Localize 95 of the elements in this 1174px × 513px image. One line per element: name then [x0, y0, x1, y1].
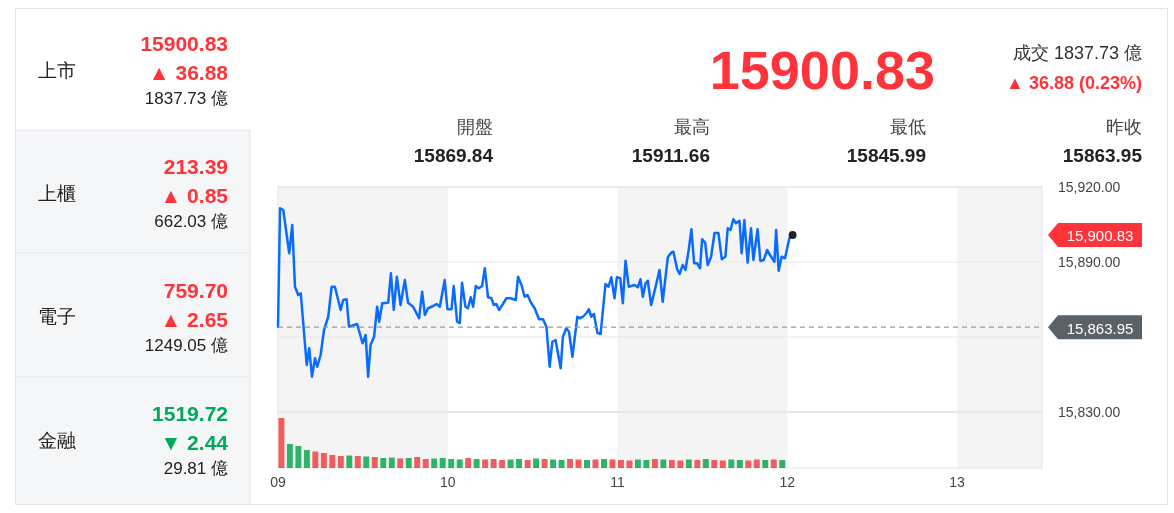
text: 15900.83 [140, 31, 228, 55]
bar [380, 458, 387, 468]
ref-line-label: 15,863.95 [1066, 319, 1134, 337]
bar [728, 459, 735, 468]
bar [550, 459, 557, 468]
bar [448, 459, 455, 468]
bar [609, 459, 616, 468]
bar [634, 459, 641, 468]
bar [320, 453, 327, 468]
text: 最低 [890, 117, 926, 137]
bar [660, 459, 667, 468]
bar [694, 460, 701, 468]
bar [558, 460, 565, 468]
bar [711, 460, 718, 468]
x-tick-label: 09 [270, 474, 286, 490]
bar [388, 457, 395, 468]
bar [753, 459, 760, 468]
bar [626, 460, 633, 468]
bar [465, 458, 472, 468]
y-tick-label: 15,830.00 [1058, 404, 1121, 420]
text: ▲ 2.65 [160, 307, 229, 331]
text: 15,900.83 [1066, 227, 1134, 245]
text: 662.03 億 [154, 211, 228, 231]
text: 15869.84 [413, 144, 494, 166]
text: 1249.05 億 [144, 335, 228, 355]
bar [363, 456, 370, 468]
text: 成交 1837.73 億 [1012, 43, 1142, 63]
bar [736, 460, 743, 468]
bar [762, 460, 769, 468]
bar [702, 459, 709, 468]
bar [456, 459, 463, 468]
bar [601, 459, 607, 468]
text: 上櫃 [38, 182, 76, 204]
text: ▼ 2.44 [160, 430, 229, 454]
bar [745, 460, 752, 468]
bar [295, 446, 302, 468]
bar [371, 457, 378, 468]
bar [354, 456, 361, 468]
text: 15900.83 [709, 40, 935, 100]
text: 1519.72 [152, 401, 228, 425]
text: 29.81 億 [163, 458, 228, 478]
bar [507, 459, 514, 468]
bar [329, 455, 336, 468]
bar [286, 444, 293, 468]
bar [719, 460, 726, 468]
text: ▲ 0.85 [160, 183, 229, 207]
bar [668, 460, 675, 468]
text: 電子 [38, 305, 76, 327]
bar [422, 459, 429, 468]
text: 1837.73 億 [144, 88, 228, 108]
bar [541, 459, 548, 468]
bar [431, 458, 438, 468]
bar [567, 459, 573, 468]
text: 最高 [674, 117, 710, 137]
bar [346, 455, 353, 468]
text: 759.70 [163, 278, 228, 302]
x-tick-label: 13 [949, 474, 966, 490]
bar [473, 459, 480, 468]
bar [643, 460, 650, 468]
bar [584, 460, 590, 468]
text: 金融 [38, 429, 76, 451]
bar [414, 457, 421, 468]
bar [337, 456, 344, 468]
bar [397, 458, 404, 468]
text: 15845.99 [846, 144, 926, 166]
text: 昨收 [1106, 117, 1142, 137]
bar [499, 460, 506, 468]
bar [617, 460, 624, 468]
bar [651, 459, 658, 468]
x-tick-label: 12 [779, 474, 796, 490]
bar [482, 459, 489, 468]
y-tick-label: 15,890.00 [1058, 254, 1121, 270]
bar [303, 450, 310, 468]
text: ▲ 36.88 [148, 60, 229, 84]
text: 15911.66 [631, 144, 710, 166]
bar [770, 459, 777, 468]
bar [439, 458, 446, 468]
text: 上市 [38, 59, 76, 81]
bar [490, 459, 497, 468]
bar [278, 418, 285, 468]
bar [685, 459, 692, 468]
bar [312, 451, 319, 468]
text: 開盤 [457, 117, 493, 137]
y-tick-label: 15,920.00 [1058, 179, 1121, 195]
bar [677, 460, 684, 468]
bar [516, 459, 523, 468]
bar [405, 458, 412, 468]
text: 15863.95 [1062, 144, 1143, 166]
x-tick-label: 11 [610, 474, 626, 490]
text: 213.39 [163, 154, 228, 178]
bar [779, 460, 786, 468]
x-tick-label: 10 [439, 474, 456, 490]
bar [524, 460, 531, 468]
bar [533, 458, 540, 468]
text: ▲ 36.88 (0.23%) [1006, 73, 1142, 93]
